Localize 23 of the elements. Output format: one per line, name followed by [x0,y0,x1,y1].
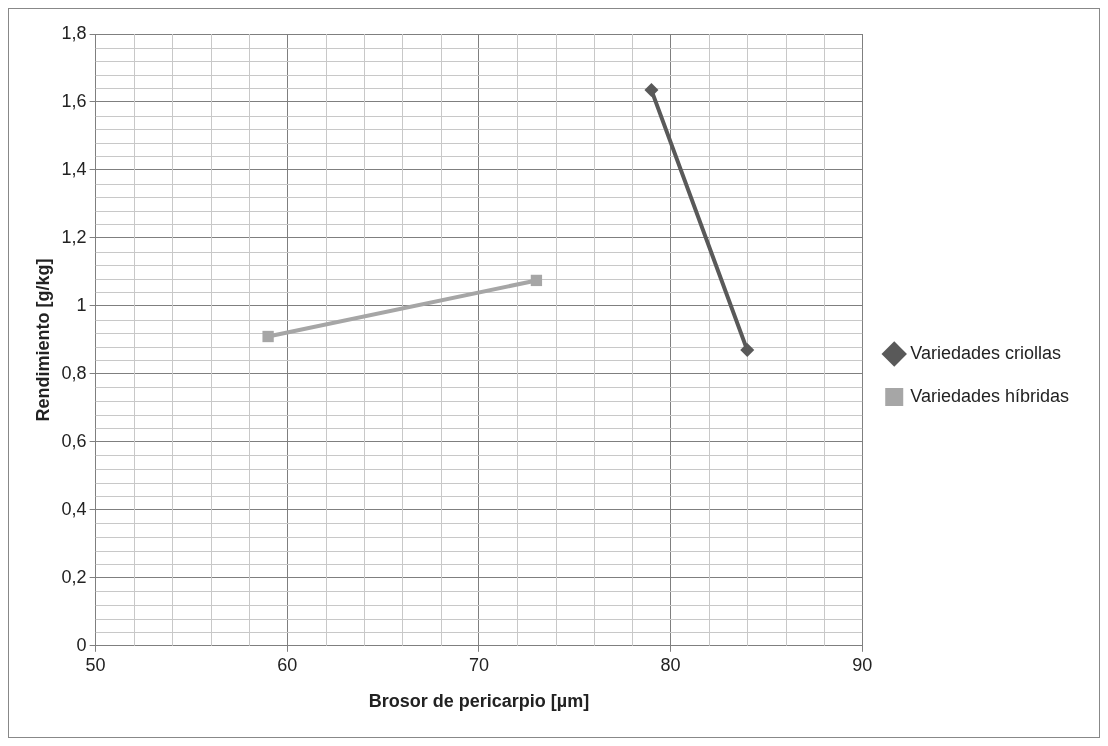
y-tick-label: 0 [76,634,87,655]
y-tick-label: 1,4 [61,158,87,179]
y-tick-label: 0,6 [61,430,87,451]
legend-label: Variedades híbridas [910,385,1069,406]
point [262,330,274,343]
point [740,343,755,358]
y-tick-label: 1,6 [61,90,87,111]
x-axis-title: Brosor de pericarpio [µm] [368,691,590,712]
point [530,274,543,287]
y-tick-label: 0,8 [61,362,87,383]
x-tick-label: 70 [468,654,489,675]
y-tick-label: 1,8 [61,22,87,43]
y-tick-label: 0,4 [61,498,87,519]
legend-label: Variedades criollas [910,342,1061,363]
x-tick-label: 60 [277,654,298,675]
y-axis-title: Rendimiento [g/kg] [32,258,53,422]
y-tick-label: 0,2 [61,566,87,587]
y-tick-label: 1,2 [61,226,87,247]
x-tick-label: 80 [660,654,681,675]
x-tick-label: 90 [852,654,873,675]
y-tick-label: 1 [76,294,87,315]
point [644,83,659,98]
x-tick-label: 50 [85,654,106,675]
